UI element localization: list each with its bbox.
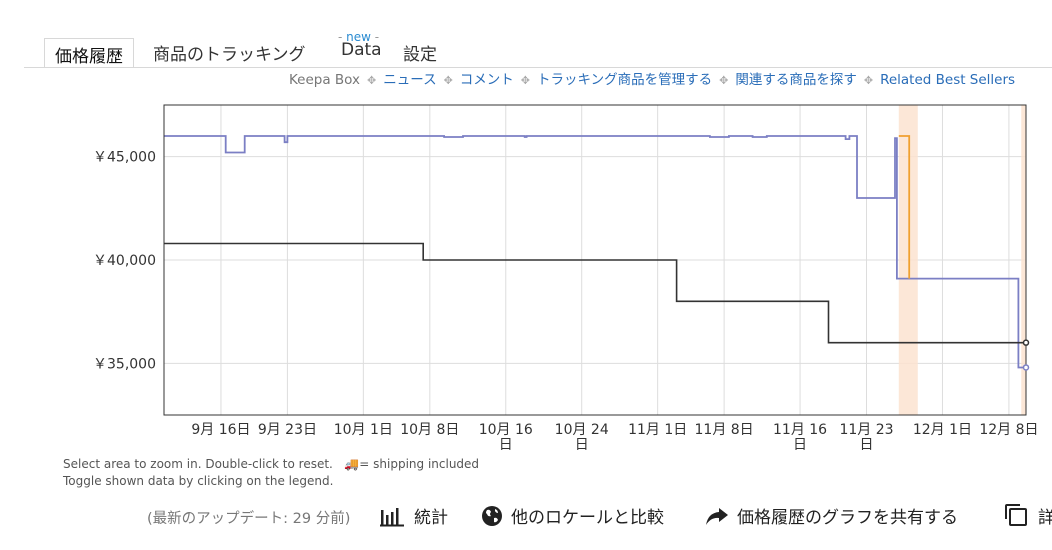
separator-icon: ✥ [367,74,377,87]
tab-divider [24,67,1052,68]
share-arrow-icon [706,508,728,525]
x-tick-label-wrap: 日 [860,437,874,453]
x-tick-label: 10月 1日 [334,422,393,438]
tab-settings[interactable]: 設定 [403,45,437,65]
find-related-link[interactable]: 関連する商品を探す [735,72,857,88]
keepa-box-link[interactable]: Keepa Box [289,72,361,88]
truck-icon: 🚚 [344,457,360,471]
new-badge: - new - [338,30,380,44]
price-history-chart[interactable]: ￥45,000 ￥40,000 ￥35,000 9月 16日 9月 23日 10月 1日… [0,90,1052,455]
shipping-shade-band [898,105,918,415]
y-tick-label: ￥45,000 [93,150,156,166]
related-best-sellers-link[interactable]: Related Best Sellers [880,72,1016,88]
separator-icon: ✥ [863,74,874,87]
chart-grid [164,105,1026,415]
toolbar-links: Keepa Box ✥ ニュース ✥ コメント ✥ トラッキング商品を管理する ✥ 関連する商品… [289,68,1015,88]
plot-area-border [163,104,1027,416]
x-tick-label: 12月 1日 [913,422,972,438]
x-tick-label-wrap: 日 [793,437,807,453]
series-end-marker [1022,339,1030,346]
copy-icon [1005,504,1027,526]
hint-zoom-text: Select area to zoom in. Double-click to … [63,457,333,471]
tab-bar: 価格履歴 商品のトラッキング - new - Data 設定 [0,0,1052,68]
share-graph-button[interactable]: 価格履歴のグラフを共有する [705,503,958,528]
x-tick-label: 10月 24 [555,422,609,438]
y-tick-label: ￥40,000 [93,253,156,269]
series-line-new [164,242,1026,344]
hint-shipping-text: = shipping included [359,457,480,471]
new-badge-label: new [346,30,371,44]
compare-label: 他のロケールと比較 [511,508,664,528]
tab-data[interactable]: Data [341,40,382,60]
chart-endpoint-markers [1022,339,1030,371]
x-tick-label-wrap: 日 [575,437,589,453]
stats-button[interactable]: 統計 [380,503,448,528]
share-label: 価格履歴のグラフを共有する [737,508,958,528]
x-tick-label: 10月 8日 [400,422,459,438]
separator-icon: ✥ [719,74,729,87]
tab-tracking[interactable]: 商品のトラッキング [153,45,306,65]
more-label: 詳 [1038,508,1052,528]
x-tick-label: 10月 16 [479,422,533,438]
hint-toggle-text: Toggle shown data by clicking on the leg… [63,474,334,488]
y-axis-ticks: ￥45,000 ￥40,000 ￥35,000 [93,150,156,373]
stats-label: 統計 [414,508,448,528]
more-details-button[interactable]: 詳 [1004,503,1052,528]
x-tick-label: 9月 23日 [258,422,317,438]
separator-icon: ✥ [443,74,453,87]
bar-chart-icon [380,508,404,527]
globe-icon [482,506,502,526]
chart-shading [898,105,1026,415]
x-tick-label: 11月 16 [773,422,827,438]
x-tick-label: 11月 8日 [695,422,754,438]
series-line-new-shipping [898,135,911,279]
chart-series [164,135,1026,369]
x-tick-label-wrap: 日 [499,437,513,453]
x-tick-label: 11月 23 [839,422,893,438]
manage-tracking-link[interactable]: トラッキング商品を管理する [537,72,713,88]
chart-hint: Select area to zoom in. Double-click to … [63,456,479,490]
tab-price-history[interactable]: 価格履歴 [44,38,134,68]
x-tick-label: 11月 1日 [628,422,687,438]
news-link[interactable]: ニュース [383,72,437,88]
shipping-shade-band [1021,105,1026,415]
last-updated: (最新のアップデート: 29 分前) [147,511,351,527]
x-tick-label: 12月 8日 [979,422,1038,438]
footer-bar: (最新のアップデート: 29 分前) 統計 他のロケールと比較 価格履歴のグラフ… [0,500,1052,540]
y-tick-label: ￥35,000 [93,356,156,372]
compare-locales-button[interactable]: 他のロケールと比較 [481,503,664,528]
series-end-marker [1022,364,1030,371]
x-tick-label: 9月 16日 [191,422,250,438]
comment-link[interactable]: コメント [459,72,514,88]
series-line-amazon [164,135,1026,369]
separator-icon: ✥ [520,74,531,87]
